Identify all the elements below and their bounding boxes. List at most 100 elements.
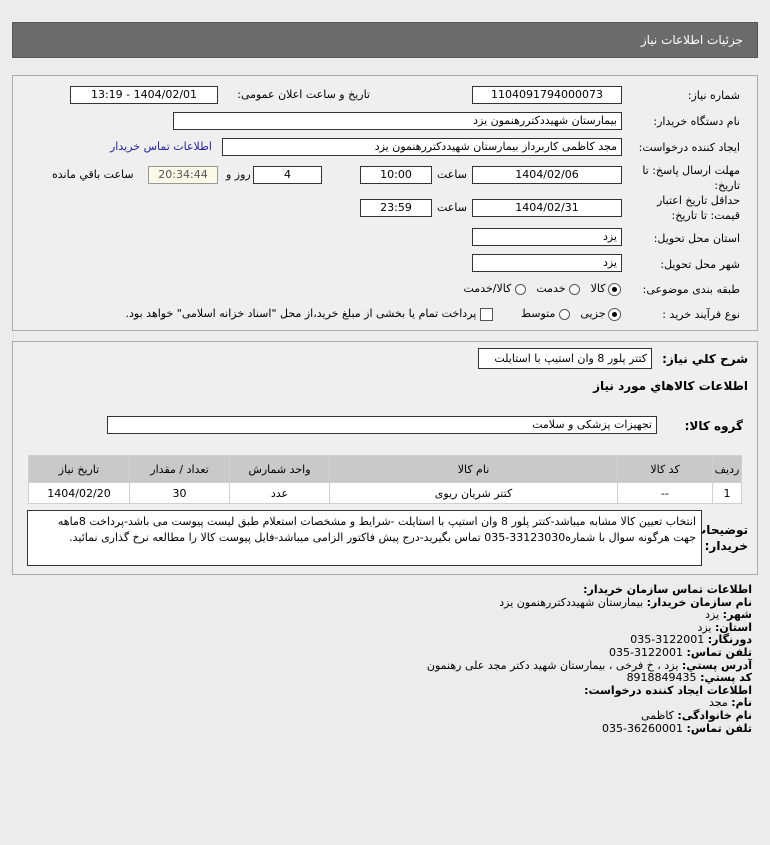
remaining-label: ساعت باقي مانده bbox=[52, 168, 134, 181]
contact-key: کد پستي: bbox=[700, 671, 752, 685]
contact-line-address: آدرس پستي: یزد ، خ فرخی ، بیمارستان شهید… bbox=[426, 658, 752, 673]
contact-value: مجد bbox=[708, 696, 728, 710]
cell-row: 1 bbox=[712, 482, 742, 504]
summary-field: کتتر پلور 8 وان استیپ با استایلت bbox=[478, 348, 652, 369]
deadline-label: مهلت ارسال پاسخ: تا bbox=[642, 164, 740, 177]
contact-line-city: شهر: یزد bbox=[427, 608, 752, 622]
goods-table: ردیف کد کالا نام کالا واحد شمارش تعداد /… bbox=[28, 455, 742, 504]
summary-label: شرح کلي نیاز: bbox=[662, 352, 748, 366]
process-option-minor: جزیی bbox=[580, 307, 606, 320]
col-unit: واحد شمارش bbox=[229, 455, 330, 483]
cell-qty: 30 bbox=[129, 482, 230, 504]
province-field[interactable]: یزد bbox=[472, 228, 622, 246]
contact-line-fax: دورنگار: 3122001-035 bbox=[427, 634, 752, 647]
creator-line-phone: تلفن تماس: 36260001-035 bbox=[427, 721, 752, 736]
table-header-row: ردیف کد کالا نام کالا واحد شمارش تعداد /… bbox=[28, 455, 742, 483]
remaining-time-field: 20:34:44 bbox=[148, 166, 218, 184]
validity-label-2: قیمت: تا تاریخ: bbox=[671, 209, 740, 222]
contact-key: تلفن تماس: bbox=[686, 721, 752, 735]
deadline-time-field[interactable]: 10:00 bbox=[360, 166, 432, 184]
creator-line-family: نام خانوادگی: کاظمی bbox=[427, 708, 752, 723]
buyer-org-label: نام دستگاه خریدار: bbox=[653, 115, 740, 128]
notes-label-2: خریدار: bbox=[704, 539, 748, 553]
treasury-payment-checkbox[interactable] bbox=[479, 307, 493, 321]
category-radio-goods-service[interactable] bbox=[514, 283, 526, 295]
contact-key: نام خانوادگی: bbox=[677, 708, 752, 722]
validity-date-field[interactable]: 1404/02/31 bbox=[472, 199, 622, 217]
contact-value: 3122001-035 bbox=[609, 645, 684, 659]
category-option-goods: کالا bbox=[590, 282, 606, 295]
deadline-label-2: تاریخ: bbox=[714, 179, 740, 192]
contact-value: 36260001-035 bbox=[602, 721, 684, 735]
category-label: طبقه بندی موضوعی: bbox=[642, 283, 740, 296]
category-radio-group: کالا خدمت کالا/خدمت bbox=[464, 282, 620, 296]
process-option-medium: متوسط bbox=[520, 307, 556, 320]
province-label: استان محل تحویل: bbox=[653, 232, 740, 245]
contact-value: بیمارستان شهیددکتررهنمون یزد bbox=[499, 595, 644, 609]
page-title: جزئیات اطلاعات نیاز bbox=[640, 33, 743, 47]
contact-key: نام: bbox=[731, 696, 752, 710]
days-field[interactable]: 4 bbox=[253, 166, 322, 184]
creator-title: اطلاعات ایجاد کننده درخواست: bbox=[584, 683, 752, 697]
buyer-contact-link[interactable]: اطلاعات تماس خریدار bbox=[110, 140, 212, 153]
contact-title: اطلاعات تماس سازمان خریدار: bbox=[583, 583, 752, 596]
contact-key: شهر: bbox=[722, 608, 752, 622]
requester-field[interactable]: مجد کاظمی کاربرداز بیمارستان شهیددکتررهن… bbox=[222, 138, 622, 156]
process-label: نوع فرآیند خرید : bbox=[662, 308, 740, 321]
contact-key: تلفن تماس: bbox=[686, 645, 752, 659]
deadline-time-label: ساعت bbox=[437, 168, 467, 181]
contact-key: دورنگار: bbox=[707, 633, 752, 647]
contact-line-org: نام سازمان خریدار: بیمارستان شهیددکتررهن… bbox=[427, 595, 752, 610]
process-radio-group: جزیی متوسط پرداخت تمام یا بخشی از مبلغ خ… bbox=[126, 307, 620, 321]
col-row: ردیف bbox=[712, 455, 742, 483]
cell-unit: عدد bbox=[229, 482, 330, 504]
cell-code: -- bbox=[617, 482, 713, 504]
cell-date: 1404/02/20 bbox=[28, 482, 130, 504]
contact-value: 3122001-035 bbox=[630, 633, 705, 647]
contact-value: 8918849435 bbox=[626, 671, 697, 685]
contact-line-phone: تلفن تماس: 3122001-035 bbox=[427, 645, 752, 660]
need-number-field[interactable]: 1104091794000073 bbox=[472, 86, 622, 104]
col-code: کد کالا bbox=[617, 455, 713, 483]
category-radio-goods[interactable] bbox=[609, 283, 620, 295]
contact-key: استان: bbox=[715, 620, 752, 634]
requester-label: ایجاد کننده درخواست: bbox=[638, 141, 740, 154]
deadline-date-field[interactable]: 1404/02/06 bbox=[472, 166, 622, 184]
col-qty: تعداد / مقدار bbox=[129, 455, 230, 483]
contact-value: یزد bbox=[705, 608, 720, 622]
need-number-label: شماره نیاز: bbox=[687, 89, 740, 102]
process-radio-medium[interactable] bbox=[558, 308, 570, 320]
contact-value: کاظمی bbox=[641, 708, 674, 722]
cell-name: کتتر شریان ریوی bbox=[329, 482, 618, 504]
city-field[interactable]: یزد bbox=[472, 254, 622, 272]
table-row: 1 -- کتتر شریان ریوی عدد 30 1404/02/20 bbox=[28, 482, 742, 504]
category-radio-service[interactable] bbox=[569, 283, 581, 295]
payment-note: پرداخت تمام یا بخشی از مبلغ خرید،از محل … bbox=[125, 307, 477, 320]
buyer-org-field[interactable]: بیمارستان شهیددکتررهنمون یزد bbox=[173, 112, 622, 130]
page-header: جزئیات اطلاعات نیاز bbox=[12, 22, 758, 58]
days-label: روز و bbox=[226, 168, 251, 181]
buyer-notes: انتخاب تعیین کالا مشابه میباشد-کتتر پلور… bbox=[27, 510, 702, 566]
goods-section-title: اطلاعات کالاهاي مورد نیاز bbox=[593, 379, 748, 393]
validity-time-label: ساعت bbox=[437, 201, 467, 214]
process-radio-minor[interactable] bbox=[609, 308, 620, 320]
col-name: نام کالا bbox=[329, 455, 618, 483]
announce-field[interactable]: 1404/02/01 - 13:19 bbox=[70, 86, 218, 104]
contact-value: یزد bbox=[697, 620, 712, 634]
contact-line-province: استان: یزد bbox=[427, 620, 752, 635]
contact-value: یزد ، خ فرخی ، بیمارستان شهید دکتر مجد ع… bbox=[426, 658, 679, 672]
contact-section: اطلاعات تماس سازمان خریدار: نام سازمان خ… bbox=[426, 583, 752, 736]
contact-key: نام سازمان خریدار: bbox=[646, 595, 752, 609]
contact-line-postal: کد پستي: 8918849435 bbox=[427, 671, 752, 685]
notes-label: توضیحات bbox=[694, 523, 748, 537]
city-label: شهر محل تحویل: bbox=[660, 258, 740, 271]
col-date: تاریخ نیاز bbox=[28, 455, 130, 483]
announce-label: تاریخ و ساعت اعلان عمومی: bbox=[237, 88, 370, 101]
group-label: گروه کالا: bbox=[684, 419, 743, 433]
group-field: تجهیزات پزشکی و سلامت bbox=[107, 416, 657, 434]
contact-key: آدرس پستي: bbox=[681, 658, 752, 672]
validity-time-field[interactable]: 23:59 bbox=[360, 199, 432, 217]
category-option-service: خدمت bbox=[536, 282, 566, 295]
validity-label: حداقل تاریخ اعتبار bbox=[656, 194, 740, 207]
creator-line-name: نام: مجد bbox=[427, 697, 752, 710]
